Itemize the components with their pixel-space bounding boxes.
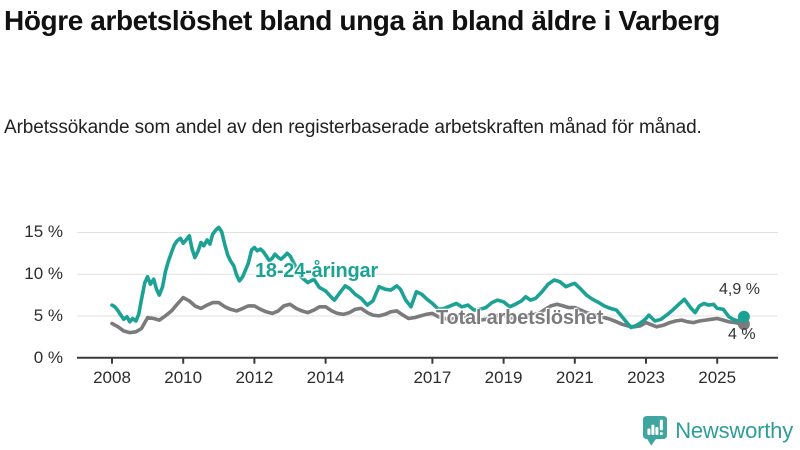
x-tick-label: 2023 [627,367,665,387]
x-tick-label: 2019 [484,367,523,387]
end-value-label-youth: 4,9 % [719,281,760,298]
page-subtitle: Arbetssökande som andel av den registerb… [4,117,702,138]
x-tick-label: 2014 [306,367,345,387]
x-tick-label: 2008 [93,367,131,387]
series-label-youth: 18-24-åringar [255,260,379,282]
x-tick-label: 2025 [698,367,737,387]
newsworthy-wordmark: Newsworthy [675,418,793,443]
x-tick-label: 2017 [413,367,452,387]
series-line [110,225,746,330]
plot-canvas [77,225,778,364]
page-title: Högre arbetslöshet bland unga än bland ä… [4,5,720,36]
y-tick-label: 5 % [33,305,63,325]
x-tick-label: 2010 [164,367,203,387]
x-tick-label: 2021 [555,367,594,387]
y-tick-label: 0 % [33,347,63,367]
newsworthy-logo: Newsworthy [643,416,793,446]
x-tick-label: 2012 [235,367,274,387]
newsworthy-bar-chart-bubble-icon [643,416,668,446]
end-value-label-total: 4 % [728,326,756,343]
y-tick-label: 10 % [24,264,63,284]
series-end-dot [737,310,750,323]
y-tick-label: 15 % [24,222,63,242]
series-label-total: Total arbetslöshet [436,307,604,329]
line-chart: 18-24-åringar Total arbetslöshet 4,9 % 4… [0,205,800,400]
